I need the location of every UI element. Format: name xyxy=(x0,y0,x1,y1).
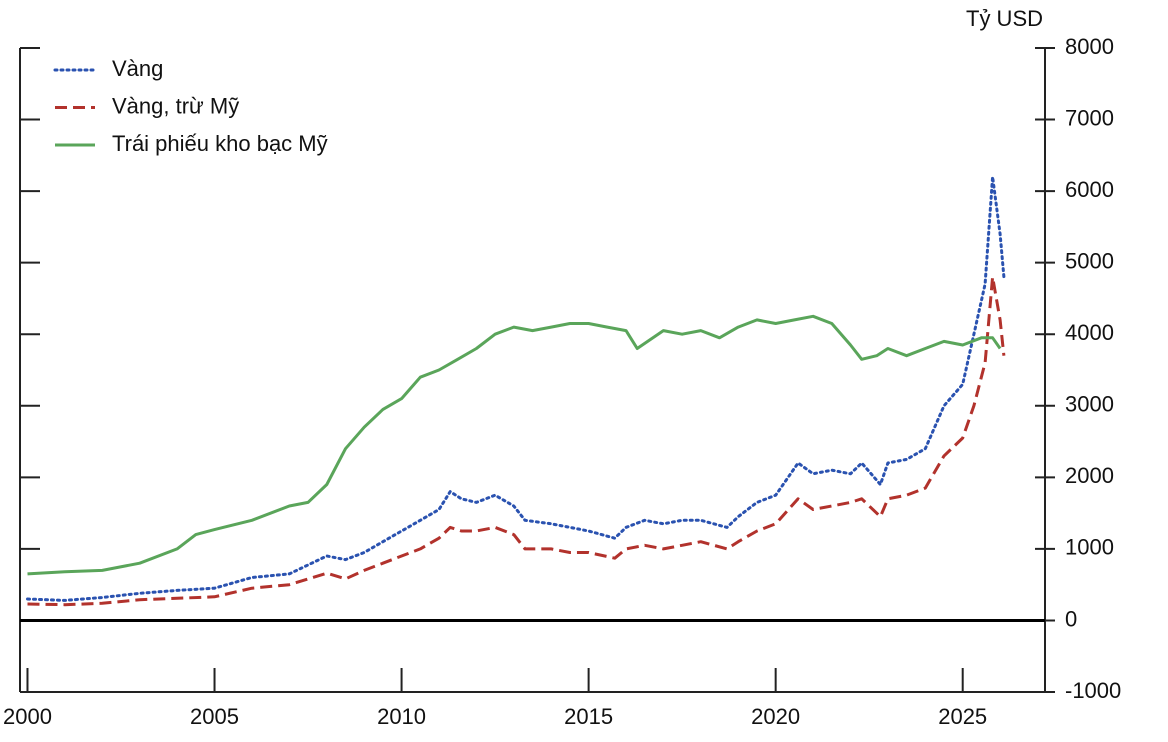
legend-label: Vàng xyxy=(112,56,163,81)
y-tick-label: 1000 xyxy=(1065,535,1114,560)
x-tick-label: 2010 xyxy=(377,704,426,729)
y-tick-label: 6000 xyxy=(1065,177,1114,202)
series-line xyxy=(27,314,1002,576)
legend-label: Vàng, trừ Mỹ xyxy=(112,93,239,118)
y-tick-label: 3000 xyxy=(1065,392,1114,417)
x-tick-label: 2000 xyxy=(3,704,52,729)
y-tick-label: 0 xyxy=(1065,606,1077,631)
y-axis-label: Tỷ USD xyxy=(966,6,1043,31)
legend-label: Trái phiếu kho bạc Mỹ xyxy=(112,131,328,156)
series-line xyxy=(26,175,1006,602)
x-tick-label: 2005 xyxy=(190,704,239,729)
x-tick-label: 2025 xyxy=(938,704,987,729)
y-tick-label: -1000 xyxy=(1065,678,1121,703)
y-tick-label: 4000 xyxy=(1065,320,1114,345)
y-tick-label: 8000 xyxy=(1065,34,1114,59)
x-tick-label: 2020 xyxy=(751,704,800,729)
series-line xyxy=(27,275,1006,607)
x-tick-label: 2015 xyxy=(564,704,613,729)
y-tick-label: 7000 xyxy=(1065,105,1114,130)
y-tick-label: 5000 xyxy=(1065,248,1114,273)
y-tick-label: 2000 xyxy=(1065,463,1114,488)
